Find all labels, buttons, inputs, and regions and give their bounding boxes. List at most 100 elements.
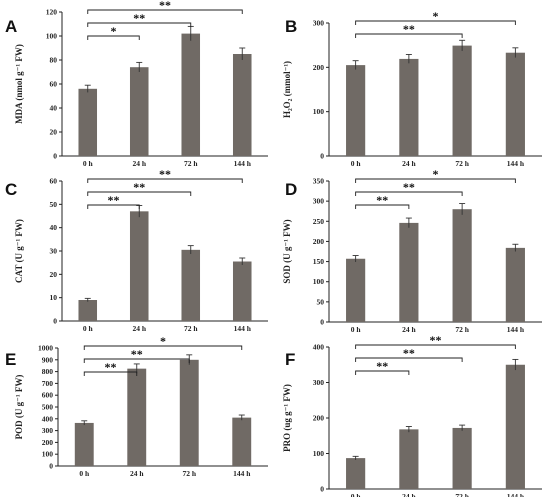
y-tick-label: 0: [320, 152, 324, 161]
y-tick-label: 200: [42, 438, 54, 447]
significance-bracket: [87, 22, 192, 27]
x-tick-label: 24 h: [402, 492, 416, 497]
bar: [505, 52, 525, 156]
significance-label: *: [160, 334, 166, 348]
bar: [346, 65, 366, 156]
bar: [346, 458, 366, 489]
bar: [452, 427, 472, 489]
y-tick-label: 100: [313, 107, 325, 116]
y-tick-label: 250: [313, 217, 325, 226]
significance-label: **: [159, 167, 171, 181]
chart-panel-c: C 0 10 20 30 40 50 60 CAT (U g⁻¹ FW) 0 h 24 h 72 h 1…: [5, 167, 268, 333]
x-tick-label: 24 h: [130, 469, 144, 478]
y-tick-label: 300: [42, 426, 54, 435]
significance-label: **: [376, 193, 388, 207]
bar: [179, 359, 199, 466]
significance-label: **: [131, 347, 143, 361]
x-tick-label: 0 h: [351, 492, 362, 497]
chart-panel-a: A 0 20 40 60 80 100 120 MDA (nmol g⁻¹ FW) 0 h 24 h…: [5, 0, 268, 168]
x-tick-label: 144 h: [507, 492, 525, 497]
y-tick-label: 400: [313, 343, 325, 352]
significance-label: **: [159, 0, 171, 12]
y-tick-label: 100: [46, 32, 58, 41]
x-tick-label: 0 h: [351, 325, 362, 334]
significance-bracket: [83, 358, 190, 363]
x-tick-label: 24 h: [402, 325, 416, 334]
significance-label: **: [403, 22, 415, 36]
y-axis-label: SOD (U g⁻¹ FW): [282, 219, 292, 283]
y-tick-label: 40: [50, 223, 58, 232]
significance-bracket: [87, 35, 140, 40]
significance-bracket: [355, 204, 410, 209]
significance-bracket: [355, 178, 516, 183]
y-tick-label: 20: [50, 270, 58, 279]
x-tick-label: 144 h: [234, 324, 252, 333]
bar: [452, 209, 472, 322]
bar: [232, 417, 252, 466]
bar: [78, 88, 98, 156]
y-axis-label: PRO (ug g⁻¹ FW): [282, 384, 292, 452]
x-tick-label: 144 h: [233, 469, 251, 478]
significance-label: **: [403, 180, 415, 194]
y-tick-label: 200: [313, 414, 325, 423]
y-axis-label: H₂O₂ (mmol⁻¹): [282, 61, 292, 118]
significance-bracket: [87, 204, 140, 209]
significance-bracket: [87, 178, 243, 183]
x-tick-label: 0 h: [79, 469, 90, 478]
significance-bracket: [87, 191, 192, 196]
significance-label: **: [105, 360, 117, 374]
bar: [505, 364, 525, 489]
bar: [399, 429, 419, 489]
x-tick-label: 72 h: [455, 492, 469, 497]
x-tick-label: 0 h: [83, 324, 94, 333]
significance-label: **: [430, 333, 442, 347]
significance-label: **: [108, 193, 120, 207]
panel-label: B: [285, 17, 297, 36]
x-tick-label: 24 h: [132, 159, 146, 168]
bar: [399, 222, 419, 322]
significance-bracket: [83, 371, 138, 376]
y-tick-label: 1000: [38, 344, 53, 353]
significance-label: *: [111, 24, 117, 38]
y-tick-label: 200: [313, 237, 325, 246]
y-tick-label: 100: [313, 449, 325, 458]
y-tick-label: 0: [53, 152, 57, 161]
bar: [78, 300, 98, 321]
significance-bracket: [355, 191, 463, 196]
chart-panel-e: E 0 100 200 300 400 500 600 700 800 900 1000 POD (U …: [5, 334, 268, 478]
significance-label: *: [433, 9, 439, 23]
significance-bracket: [355, 33, 463, 38]
significance-label: *: [433, 167, 439, 181]
y-tick-label: 0: [53, 317, 57, 326]
bar: [181, 33, 201, 156]
bar: [346, 258, 366, 322]
y-tick-label: 50: [50, 200, 58, 209]
y-tick-label: 300: [313, 197, 325, 206]
x-tick-label: 144 h: [507, 159, 525, 168]
y-tick-label: 30: [50, 247, 58, 256]
y-tick-label: 0: [49, 462, 53, 471]
x-tick-label: 72 h: [455, 325, 469, 334]
y-tick-label: 20: [50, 128, 58, 137]
x-tick-label: 0 h: [351, 159, 362, 168]
x-tick-label: 72 h: [184, 159, 198, 168]
y-tick-label: 100: [42, 450, 54, 459]
significance-bracket: [355, 344, 516, 349]
bar: [181, 249, 201, 321]
x-tick-label: 144 h: [234, 159, 252, 168]
chart-panel-d: D 0 50 100 150 200 250 300 350 SOD (U g⁻¹ FW) 0 h 2…: [282, 167, 542, 334]
significance-label: **: [133, 180, 145, 194]
bar: [452, 45, 472, 156]
bar: [129, 211, 149, 321]
y-tick-label: 350: [313, 177, 325, 186]
bar: [505, 247, 525, 322]
significance-label: **: [376, 359, 388, 373]
y-axis-label: MDA (nmol g⁻¹ FW): [14, 44, 24, 124]
bar: [232, 261, 252, 321]
x-tick-label: 72 h: [182, 469, 196, 478]
y-tick-label: 150: [313, 257, 325, 266]
significance-bracket: [83, 345, 243, 350]
y-tick-label: 40: [50, 104, 58, 113]
bar: [399, 58, 419, 156]
y-tick-label: 60: [50, 80, 58, 89]
